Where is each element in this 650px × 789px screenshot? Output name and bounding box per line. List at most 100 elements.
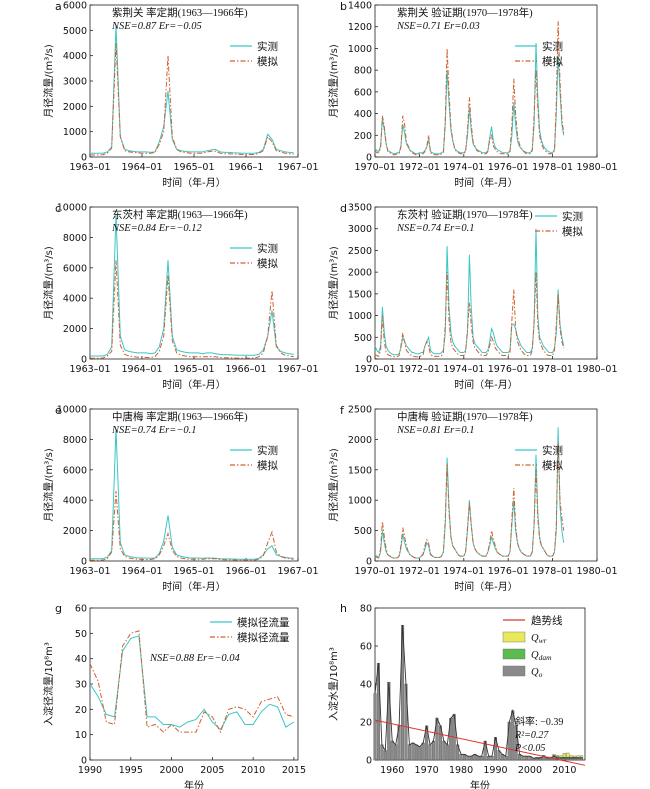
y-tick-label: 10000 (57, 203, 87, 214)
x-tick-label: 1960 (380, 765, 404, 776)
x-tick-label: 1976–01 (488, 162, 529, 173)
series-line-simulated (90, 42, 294, 156)
chart-title: 中唐梅 验证期(1970—1978年) (397, 410, 533, 423)
bar-q_o (418, 746, 422, 761)
x-tick-label: 1970–01 (354, 364, 395, 375)
legend-label: Qwr (531, 633, 547, 645)
y-axis-title: 月径流量/(m³/s) (42, 44, 55, 118)
chart-metrics: NSE=0.74 Er=−0.1 (111, 425, 197, 436)
y-tick-label: 2500 (348, 246, 372, 257)
legend-label: 实测 (562, 210, 583, 223)
y-tick-label: 4000 (63, 51, 87, 62)
x-tick-label: 1964–01 (121, 364, 162, 375)
legend-label: Qdam (531, 650, 552, 662)
legend-label: 模拟 (257, 459, 278, 472)
chart-title: 东茨村 率定期(1963—1966年) (112, 208, 248, 221)
bar-q_wr (552, 754, 556, 756)
series-line-simulated (90, 491, 294, 561)
x-tick-label: 2000 (159, 765, 183, 776)
panel-b: b 0 200 400 600 800 1000 1200 1400 1970–01 1972–01… (327, 0, 618, 189)
x-tick-label: 2015 (282, 765, 306, 776)
y-tick-label: 40 (360, 680, 372, 691)
y-tick-label: 2000 (63, 324, 87, 335)
y-tick-label: 3000 (63, 77, 87, 88)
y-tick-label: 2000 (63, 526, 87, 537)
plot-frame (374, 408, 598, 562)
stat-slope: 斜率: −0.39 (515, 715, 563, 728)
y-tick-label: 30 (75, 680, 87, 691)
legend-label: 模拟 (562, 225, 583, 238)
x-tick-label: 1964–01 (121, 566, 162, 577)
chart-metrics: NSE=0.84 Er=−0.12 (111, 223, 203, 234)
legend-label: 模拟 (542, 459, 563, 472)
y-tick-label: 1400 (348, 1, 372, 12)
panel-f: f 0 500 1000 1500 2000 2500 1970–01 1972–01 1974–… (327, 404, 618, 593)
y-tick-label: 0 (81, 756, 87, 767)
series-line-simulated (90, 260, 294, 359)
y-tick-label: 1000 (348, 311, 372, 322)
y-tick-label: 500 (354, 333, 372, 344)
y-tick-label: 10000 (57, 405, 87, 416)
y-tick-label: 1500 (348, 465, 372, 476)
y-axis-title: 月径流量/(m³/s) (327, 44, 340, 118)
y-tick-label: 40 (75, 654, 87, 665)
y-tick-label: 8000 (63, 435, 87, 446)
trend-line (374, 719, 586, 766)
y-tick-label: 2000 (63, 102, 87, 113)
x-axis-title: 时间（年-月） (162, 176, 226, 189)
bar-q_o (421, 742, 425, 761)
chart-metrics: NSE=0.81 Er=0.1 (396, 425, 474, 436)
panel-e: e 0 2000 4000 6000 8000 10000 1963–01 1964–01 196… (42, 404, 319, 593)
bar-q_wr (566, 752, 570, 758)
bar-q_o (373, 693, 377, 761)
bar-q_o (487, 756, 491, 761)
panel-g: g 0 10 20 30 40 50 60 1990 1995 2000 2005 2010 2015 年份… (42, 602, 306, 789)
series-line-observed (89, 635, 295, 731)
x-tick-label: 2010 (241, 765, 265, 776)
x-tick-label: 1974–01 (443, 364, 484, 375)
x-tick-label: 1980–01 (576, 364, 617, 375)
legend-label: 实测 (257, 40, 278, 53)
y-tick-label: 3500 (348, 203, 372, 214)
bar-q_o (466, 756, 470, 761)
y-axis-title: 入淀径流量/10⁸m³ (42, 642, 55, 726)
bar-q_o (442, 740, 446, 761)
y-tick-label: 2000 (348, 268, 372, 279)
y-tick-label: 0 (81, 355, 87, 366)
panel-label-e: e (55, 404, 62, 417)
y-tick-label: 500 (354, 526, 372, 537)
chart-title: 东茨村 验证期(1970—1978年) (397, 208, 533, 221)
x-tick-label: 1963–01 (69, 566, 110, 577)
x-tick-label: 1965–01 (173, 364, 214, 375)
bar-q_wr (569, 755, 573, 758)
y-tick-label: 1000 (348, 496, 372, 507)
x-tick-label: 1967–01 (277, 566, 318, 577)
y-tick-label: 0 (366, 756, 372, 767)
panel-label-a: a (55, 0, 62, 13)
x-axis-title: 时间（年-月） (454, 378, 518, 391)
y-tick-label: 6000 (63, 1, 87, 12)
x-tick-label: 1966–1 (229, 162, 264, 173)
bar-q_wr (573, 755, 577, 758)
series-line-simulated (89, 630, 295, 734)
y-tick-label: 400 (354, 109, 372, 120)
y-tick-label: 2000 (348, 435, 372, 446)
x-tick-label: 1965–01 (173, 162, 214, 173)
chart-title: 紫荆关 率定期(1963—1966年) (112, 6, 248, 19)
bar-q_o (411, 742, 415, 761)
bar-q_o (459, 754, 463, 761)
legend-label: 实测 (257, 444, 278, 457)
series-line-simulated (374, 272, 565, 358)
y-axis-title: 月径流量/(m³/s) (327, 246, 340, 320)
y-tick-label: 0 (81, 557, 87, 568)
x-tick-label: 1980–01 (576, 566, 617, 577)
y-tick-label: 6000 (63, 263, 87, 274)
y-tick-label: 0 (366, 355, 372, 366)
bar-q_o (407, 744, 411, 761)
legend-label: 实测 (257, 242, 278, 255)
plot-frame (374, 206, 598, 360)
x-tick-label: 1974–01 (443, 566, 484, 577)
x-tick-label: 1972–01 (399, 162, 440, 173)
plot-frame (374, 4, 598, 158)
